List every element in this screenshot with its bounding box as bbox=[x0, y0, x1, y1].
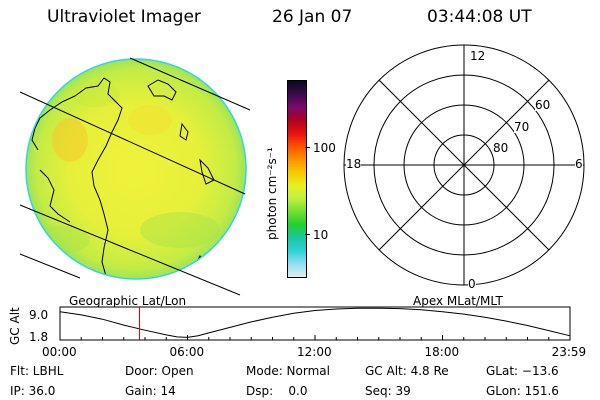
coastline bbox=[199, 158, 215, 185]
earth-disk bbox=[26, 59, 246, 279]
emission-patch bbox=[52, 118, 88, 162]
seq-info: Seq: 39 bbox=[365, 384, 411, 398]
colorbar bbox=[287, 80, 307, 278]
altitude-curve bbox=[59, 307, 570, 338]
emission-patch bbox=[140, 212, 220, 248]
mlt-label-6: 6 bbox=[575, 157, 583, 171]
apex-mlat-title: Apex MLat/MLT bbox=[413, 294, 503, 308]
coastline bbox=[147, 79, 177, 101]
glon-info: GLon: 151.6 bbox=[486, 384, 559, 398]
filter-info: Flt: LBHL bbox=[10, 364, 64, 378]
colorbar-tick-label: 10 bbox=[313, 228, 329, 242]
coastline bbox=[31, 77, 123, 277]
mlat-label-70: 70 bbox=[514, 120, 530, 134]
mlt-label-0: 0 bbox=[468, 277, 476, 291]
coastline bbox=[39, 169, 71, 223]
lat-grid-line bbox=[19, 91, 246, 195]
alt-xtick-label: 18:00 bbox=[424, 345, 460, 359]
dsp-info: Dsp: 0.0 bbox=[246, 384, 308, 398]
lat-grid-line bbox=[19, 253, 81, 279]
emission-patch bbox=[70, 83, 120, 107]
alt-xtick-label: 12:00 bbox=[297, 345, 332, 359]
colorbar-tick bbox=[305, 234, 310, 235]
gc-alt-info: GC Alt: 4.8 Re bbox=[365, 364, 449, 378]
door-info: Door: Open bbox=[125, 364, 194, 378]
mlat-label-80: 80 bbox=[493, 141, 509, 155]
colorbar-tick-label: 100 bbox=[313, 141, 336, 155]
gain-info: Gain: 14 bbox=[125, 384, 176, 398]
date-label: 26 Jan 07 bbox=[272, 7, 353, 27]
mlt-label-12: 12 bbox=[470, 49, 486, 63]
alt-xtick-label: 00:00 bbox=[42, 345, 77, 359]
limb-outline bbox=[25, 58, 247, 280]
geo-latlon-title: Geographic Lat/Lon bbox=[69, 294, 187, 308]
emission-patch bbox=[128, 105, 172, 135]
lat-grid-line bbox=[129, 57, 251, 111]
alt-ytick: 9.0 bbox=[29, 308, 49, 322]
alt-xtick-label: 06:00 bbox=[169, 345, 205, 359]
polar-axis bbox=[378, 79, 550, 251]
mlat-label-60: 60 bbox=[535, 98, 551, 112]
coastline bbox=[179, 122, 189, 141]
lat-grid-line bbox=[19, 204, 241, 296]
mlt-label-18: 18 bbox=[346, 157, 362, 171]
instrument-title: Ultraviolet Imager bbox=[47, 7, 201, 27]
glat-info: GLat: −13.6 bbox=[486, 364, 559, 378]
mode-info: Mode: Normal bbox=[246, 364, 330, 378]
colorbar-tick bbox=[305, 147, 310, 148]
alt-ytick: 1.8 bbox=[29, 330, 49, 344]
time-label: 03:44:08 UT bbox=[427, 7, 532, 27]
ip-info: IP: 36.0 bbox=[10, 384, 56, 398]
alt-xtick-label: 23:59 bbox=[551, 345, 587, 359]
